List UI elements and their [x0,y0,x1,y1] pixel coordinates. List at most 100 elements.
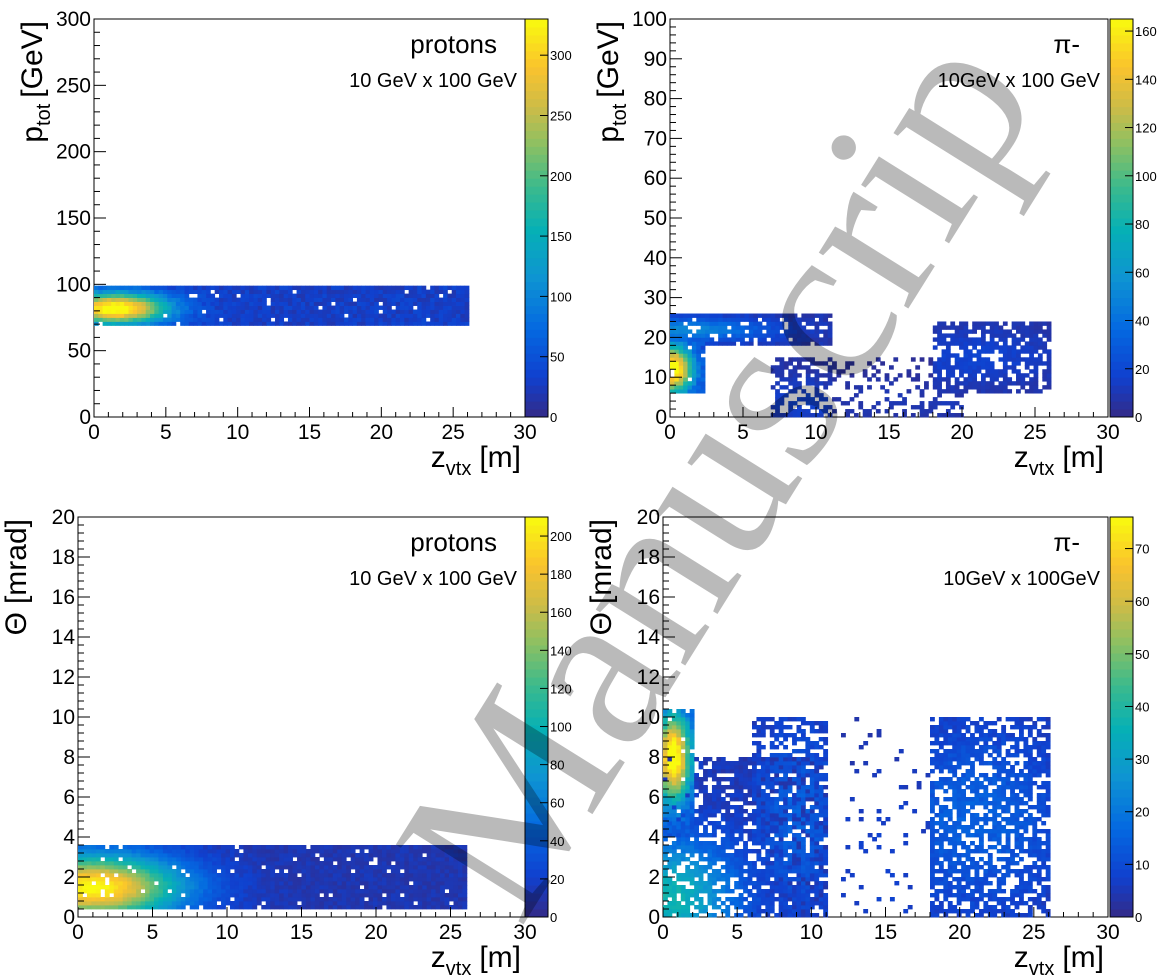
heatmap-cell [941,389,947,394]
heatmap-cell [1042,345,1048,350]
heatmap-cell [694,809,699,814]
heatmap-cell [453,901,459,906]
heatmap-cell [238,853,244,858]
heatmap-cell [696,389,702,394]
heatmap-cell [685,901,691,906]
heatmap-cell [145,297,151,302]
heatmap-cell [823,829,829,834]
color-bar-band [525,289,548,299]
heatmap-cell [676,817,682,822]
heatmap-cell [413,849,419,854]
heatmap-cell [765,805,771,810]
heatmap-cell [318,317,323,322]
heatmap-cell [456,313,461,318]
heatmap-cell [404,889,410,894]
heatmap-cell [247,901,253,906]
heatmap-cell [292,313,297,318]
heatmap-cell [703,833,708,838]
heatmap-cell [774,865,780,870]
heatmap-cell [867,361,872,366]
heatmap-cell [176,873,182,878]
heatmap-cell [976,349,982,354]
heatmap-cell [788,381,794,386]
heatmap-cell [119,289,125,295]
heatmap-cell [158,897,164,902]
heatmap-cell [422,897,428,902]
heatmap-cell [756,745,762,750]
heatmap-cell [792,841,797,846]
heatmap-cell [462,849,468,854]
heatmap-cell [823,321,829,326]
heatmap-cell [171,301,177,306]
color-bar-band [1110,401,1133,410]
heatmap-cell [994,377,999,382]
heatmap-cell [395,309,401,314]
heatmap-cell [805,341,811,346]
heatmap-cell [387,297,392,302]
heatmap-cell [774,885,780,890]
heatmap-cell [743,909,748,914]
heatmap-cell [740,333,745,338]
heatmap-cell [417,869,423,874]
heatmap-cell [460,313,466,318]
heatmap-cell [369,293,375,298]
heatmap-cell [104,897,110,902]
color-bar-band [525,557,548,566]
heatmap-cell [262,301,267,306]
heatmap-cell [381,853,387,858]
heatmap-cell [296,293,302,298]
color-bar-band [525,693,548,702]
heatmap-cell [149,877,155,882]
heatmap-cell [373,849,378,854]
heatmap-cell [279,857,285,862]
heatmap-cell [743,869,748,874]
heatmap-cell [788,341,794,346]
heatmap-cell [456,285,461,291]
color-bar-band [525,765,548,774]
heatmap-cell [691,357,697,362]
heatmap-cell [128,293,134,298]
heatmap-cell [262,313,267,318]
heatmap-cell [775,397,780,402]
color-bar-band [525,265,548,275]
heatmap-cell [447,285,453,291]
heatmap-cell [818,729,824,734]
heatmap-cell [743,785,748,790]
heatmap-cell [149,873,155,878]
heatmap-cell [106,317,112,322]
heatmap-cell [274,873,280,878]
heatmap-cell [223,313,229,318]
heatmap-cell [809,809,815,814]
heatmap-cell [814,389,820,394]
heatmap-cell [805,797,811,802]
heatmap-cell [198,849,204,854]
heatmap-cell [671,893,677,898]
heatmap-cell [707,853,713,858]
heatmap-cell [858,401,864,406]
heatmap-cell [711,773,717,778]
heatmap-cell [963,377,969,382]
heatmap-cell [314,885,320,890]
heatmap-cell [676,777,682,782]
heatmap-cell [720,761,726,766]
heatmap-cell [765,849,771,854]
heatmap-cell [753,329,758,334]
heatmap-cell [760,817,766,822]
heatmap-cell [823,333,829,338]
heatmap-cell [902,413,907,418]
heatmap-cell [297,889,302,894]
color-bar-band [525,597,548,606]
heatmap-cell [422,881,428,886]
heatmap-cell [810,329,815,334]
heatmap-cell [197,305,203,310]
heatmap-cell [832,361,837,366]
heatmap-cell [774,757,780,762]
heatmap-cell [180,873,186,878]
heatmap-cell [818,329,824,334]
heatmap-cell [756,837,762,842]
heatmap-cell [175,301,181,306]
heatmap-cell [800,901,806,906]
heatmap-cell [805,741,811,746]
heatmap-cell [332,849,338,854]
heatmap-cell [240,317,246,322]
